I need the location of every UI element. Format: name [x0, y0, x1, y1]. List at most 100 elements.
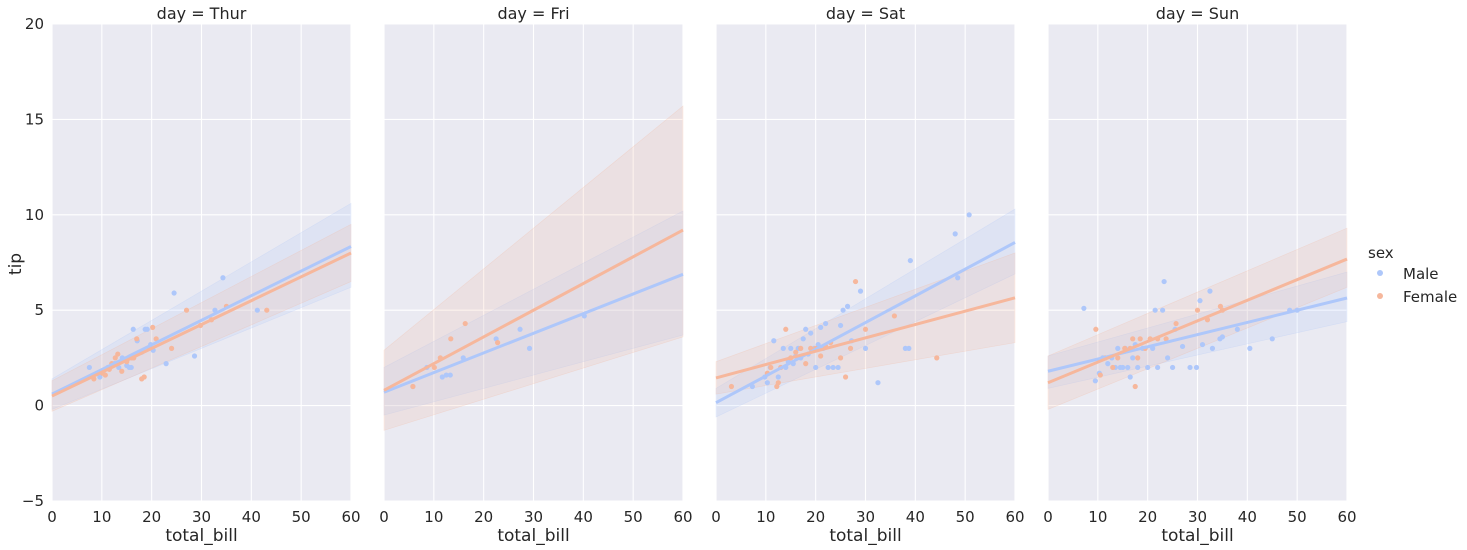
data-point-female	[264, 307, 270, 313]
x-tick-label: 30	[856, 508, 875, 526]
data-point-male	[1161, 278, 1167, 285]
data-point-female	[1093, 326, 1099, 332]
data-point-male	[1081, 305, 1087, 311]
panel-title: day = Sun	[1156, 4, 1239, 23]
data-point-female	[891, 313, 898, 319]
regression-line-male	[383, 272, 684, 394]
x-tick-label: 20	[142, 508, 161, 526]
data-point-male	[771, 338, 777, 344]
data-point-male	[1105, 361, 1111, 367]
x-tick-label: 0	[379, 508, 389, 526]
data-point-male	[191, 353, 198, 359]
data-point-female	[102, 372, 108, 378]
regression-line-female	[51, 251, 352, 398]
data-point-female	[847, 345, 854, 351]
x-tick-label: 40	[1238, 508, 1257, 526]
panel-title: day = Sat	[826, 4, 905, 23]
data-point-female	[115, 351, 121, 357]
data-point-male	[1115, 345, 1121, 351]
x-tick-label: 20	[474, 508, 493, 526]
data-point-male	[830, 364, 836, 371]
data-point-male	[788, 345, 794, 351]
data-point-male	[857, 288, 864, 294]
legend-label-male: Male	[1403, 265, 1439, 283]
data-point-female	[448, 336, 454, 342]
data-point-male	[780, 345, 786, 351]
data-point-female	[803, 361, 809, 367]
data-point-male	[818, 324, 824, 330]
data-point-male	[844, 303, 851, 309]
data-point-male	[1152, 307, 1158, 313]
x-tick-label: 60	[1005, 508, 1024, 526]
data-point-female	[1194, 307, 1201, 313]
x-tick-label: 40	[242, 508, 261, 526]
x-tick-label: 20	[806, 508, 825, 526]
data-point-female	[1110, 364, 1116, 371]
data-point-male	[862, 345, 869, 351]
legend-title: sex	[1368, 244, 1394, 262]
x-tick-label: 50	[624, 508, 643, 526]
facet-panel-3: day = Sun 0 10 20 30 40 50 60 total_bill	[1043, 4, 1356, 546]
x-tick-label: 10	[424, 508, 443, 526]
data-point-female	[141, 374, 147, 380]
data-point-male	[825, 364, 831, 371]
x-tick-label: 0	[47, 508, 57, 526]
y-tick-label: 5	[34, 301, 44, 319]
data-point-female	[852, 278, 859, 285]
data-point-female	[119, 368, 125, 374]
data-point-male	[1130, 355, 1136, 361]
x-axis-label: total_bill	[497, 526, 569, 546]
data-point-male	[130, 326, 136, 332]
x-tick-label: 20	[1138, 508, 1157, 526]
data-point-male	[1155, 364, 1161, 371]
x-tick-label: 40	[906, 508, 925, 526]
x-tick-label: 10	[756, 508, 775, 526]
data-point-male	[1209, 345, 1216, 351]
data-point-male	[163, 361, 169, 367]
data-point-female	[431, 364, 437, 371]
data-point-female	[862, 326, 869, 332]
data-point-male	[906, 345, 912, 351]
data-point-female	[793, 349, 799, 355]
data-point-male	[813, 364, 819, 371]
data-point-male	[803, 326, 809, 332]
regression-line-male	[1047, 296, 1348, 373]
ci-band-male	[715, 208, 1016, 418]
x-tick-label: 30	[192, 508, 211, 526]
data-point-female	[775, 380, 781, 386]
x-axis-label: total_bill	[1161, 526, 1233, 546]
x-tick-label: 60	[1337, 508, 1356, 526]
data-point-female	[798, 345, 804, 351]
data-point-male	[840, 307, 846, 313]
data-point-male	[808, 330, 814, 336]
data-point-male	[1092, 378, 1098, 384]
y-tick-label: 10	[25, 206, 44, 224]
data-point-female	[783, 326, 789, 332]
data-point-male	[1179, 343, 1186, 350]
data-point-female	[1130, 336, 1136, 342]
data-point-male	[443, 372, 449, 378]
data-point-female	[183, 307, 190, 313]
data-point-female	[1217, 303, 1224, 309]
data-point-female	[153, 336, 159, 342]
data-point-male	[517, 326, 523, 332]
data-point-female	[134, 336, 140, 342]
data-point-male	[1197, 298, 1203, 304]
data-point-male	[526, 345, 533, 351]
data-point-male	[907, 257, 913, 264]
data-point-male	[1219, 334, 1226, 340]
data-point-female	[1173, 320, 1179, 327]
data-point-male	[439, 374, 445, 380]
facet-panel-1: day = Fri 0 10 20 30 40 50 60 total_bill	[379, 4, 692, 546]
data-point-male	[1199, 341, 1206, 348]
data-point-female	[1137, 336, 1143, 342]
x-tick-label: 60	[341, 508, 360, 526]
data-point-male	[1207, 288, 1213, 294]
x-axis-label: total_bill	[165, 526, 237, 546]
data-point-male	[1125, 364, 1131, 371]
data-point-male	[1165, 355, 1171, 361]
data-point-male	[97, 374, 103, 380]
data-point-male	[144, 326, 150, 332]
